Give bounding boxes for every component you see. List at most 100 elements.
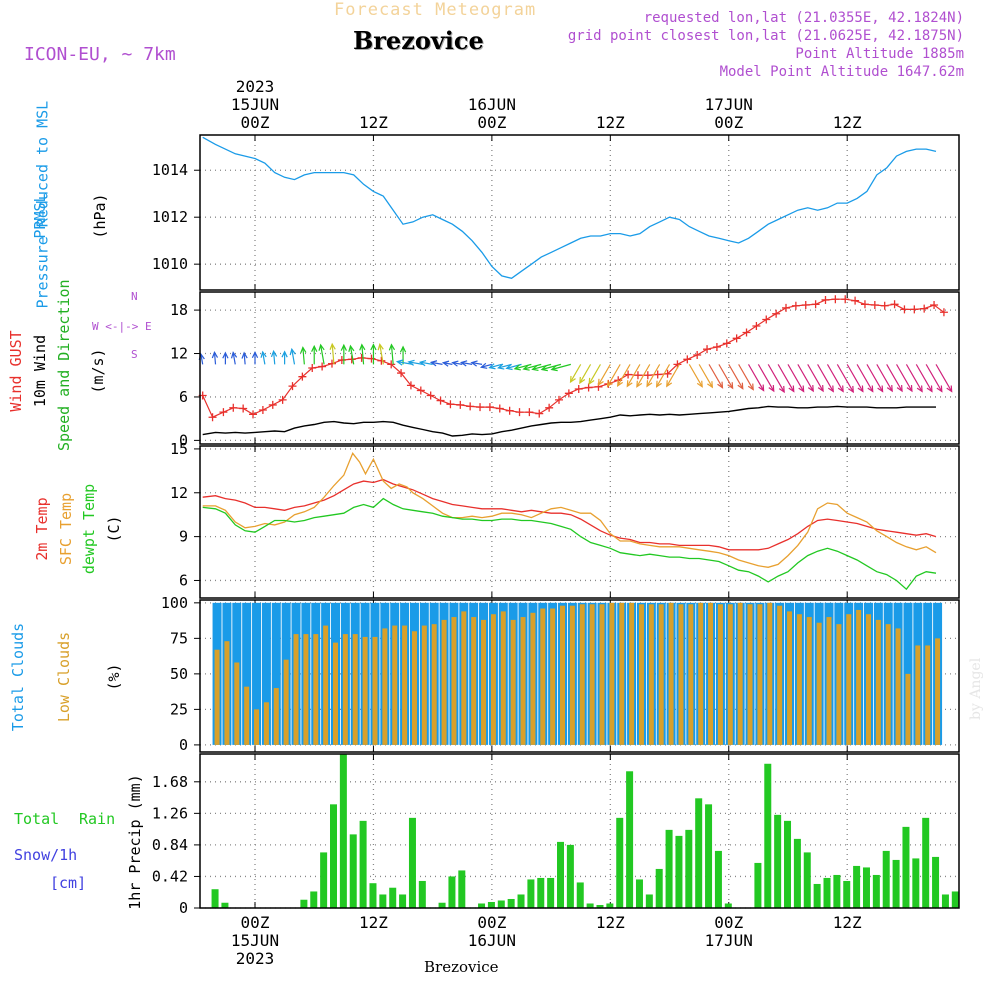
wind-arrow-head [817, 384, 824, 393]
wind-arrow-head [906, 384, 913, 393]
precip-frame [199, 753, 960, 909]
wind-arrow-head [399, 345, 407, 353]
wind-arrow [461, 361, 473, 365]
low-cloud-bar [461, 611, 467, 745]
precip-bar [872, 874, 880, 908]
precip-bar [685, 829, 693, 908]
gust-marker [288, 382, 297, 391]
gust-marker [406, 381, 415, 390]
low-cloud-bar [579, 604, 585, 745]
precip-bar [329, 804, 337, 908]
pressure-ytick-label: 1014 [152, 161, 188, 179]
gust-marker [821, 295, 830, 304]
wind-arrow-head [395, 359, 404, 366]
time-label-bottom: 12Z [359, 913, 388, 932]
gust-marker [485, 403, 494, 412]
wind-arrow-head [370, 343, 377, 351]
wind-arrow [443, 362, 453, 365]
low-cloud-bar [629, 602, 635, 745]
wind-arrow-head [569, 375, 576, 384]
temperature-ytick-label: 9 [179, 528, 188, 546]
precip-bar [922, 817, 930, 908]
low-cloud-bar [323, 625, 329, 745]
wind-arrow [666, 364, 680, 387]
low-cloud-bar [362, 636, 368, 745]
precip-total-label: Total [14, 810, 60, 828]
precip-rain-label: Rain [79, 810, 116, 828]
low-cloud-bar [638, 604, 644, 745]
wind-arrow-head [946, 385, 953, 393]
clouds-ytick-label: 100 [161, 594, 188, 612]
time-label-top: 00Z [714, 113, 743, 132]
precip-bar [586, 903, 594, 908]
precip-bar [320, 852, 328, 908]
gust-marker [712, 343, 721, 352]
gust-marker [880, 301, 889, 310]
pressure-ytick-label: 1010 [152, 255, 188, 273]
wind-arrow-head [407, 359, 415, 366]
time-label-top: 12Z [359, 113, 388, 132]
wind-arrow-head [827, 385, 834, 393]
wind-arrow-head [329, 342, 336, 350]
precip-bar [665, 829, 673, 908]
low-cloud-bar [875, 619, 881, 745]
low-cloud-bar [500, 611, 506, 745]
low-cloud-bar [481, 619, 487, 745]
low-cloud-bar [668, 602, 674, 745]
low-cloud-bar [708, 602, 714, 745]
wind-arrow [787, 364, 805, 392]
low-cloud-bar [510, 619, 516, 745]
precip-bar [951, 891, 959, 908]
precip-bar [714, 850, 722, 908]
wind-arrow-head [289, 347, 296, 356]
wind-arrow-head [696, 380, 703, 388]
wind-arrow-head [778, 385, 785, 394]
low-cloud-bar [648, 604, 654, 745]
low-cloud-bar [787, 611, 793, 745]
precip-bar [626, 771, 634, 908]
low-cloud-bar [283, 659, 289, 745]
gust-marker [495, 404, 504, 413]
gust-marker [693, 350, 702, 359]
low-cloud-bar [717, 604, 723, 745]
precip-bar [784, 820, 792, 908]
precip-bar [793, 838, 801, 908]
wind-arrow-head [230, 351, 238, 359]
low-cloud-bar [550, 608, 556, 745]
wind-arrow-head [617, 379, 624, 387]
low-cloud-bar [658, 604, 664, 745]
wind-ytick-label: 18 [170, 301, 188, 319]
precip-bar [705, 804, 713, 908]
low-cloud-bar [747, 604, 753, 745]
gust-marker [732, 334, 741, 343]
requested-coords: requested lon,lat (21.0355E, 42.1824N) [643, 10, 964, 26]
clouds-ytick-label: 0 [179, 736, 188, 754]
wind-arrow [320, 344, 325, 365]
precip-bar [754, 862, 762, 908]
wind-arrow [817, 364, 834, 392]
low-cloud-bar [352, 634, 358, 745]
wind-arrow-head [747, 383, 754, 391]
compass-south: S [131, 348, 138, 361]
wind-arrow [738, 364, 754, 390]
wind-arrow [498, 363, 512, 369]
gust-marker [564, 389, 573, 398]
wind-arrow [408, 361, 423, 365]
gust-marker [841, 295, 850, 304]
footer-location: Brezovice [424, 958, 499, 976]
wind-10m-line [202, 405, 936, 437]
gust-marker [278, 395, 287, 404]
wind-arrow-head [318, 343, 325, 351]
precip-bar [853, 865, 861, 908]
wind-arrow-head [837, 385, 844, 393]
wind-arrow [846, 364, 864, 392]
wind-arrow-head [886, 384, 893, 393]
wind-arrow [598, 364, 611, 386]
wind-arrow [826, 364, 844, 392]
precip-bar [941, 894, 949, 908]
precip-bar [310, 891, 318, 908]
time-label-top: 12Z [833, 113, 862, 132]
gust-marker [811, 300, 820, 309]
wind-arrow [379, 344, 384, 365]
